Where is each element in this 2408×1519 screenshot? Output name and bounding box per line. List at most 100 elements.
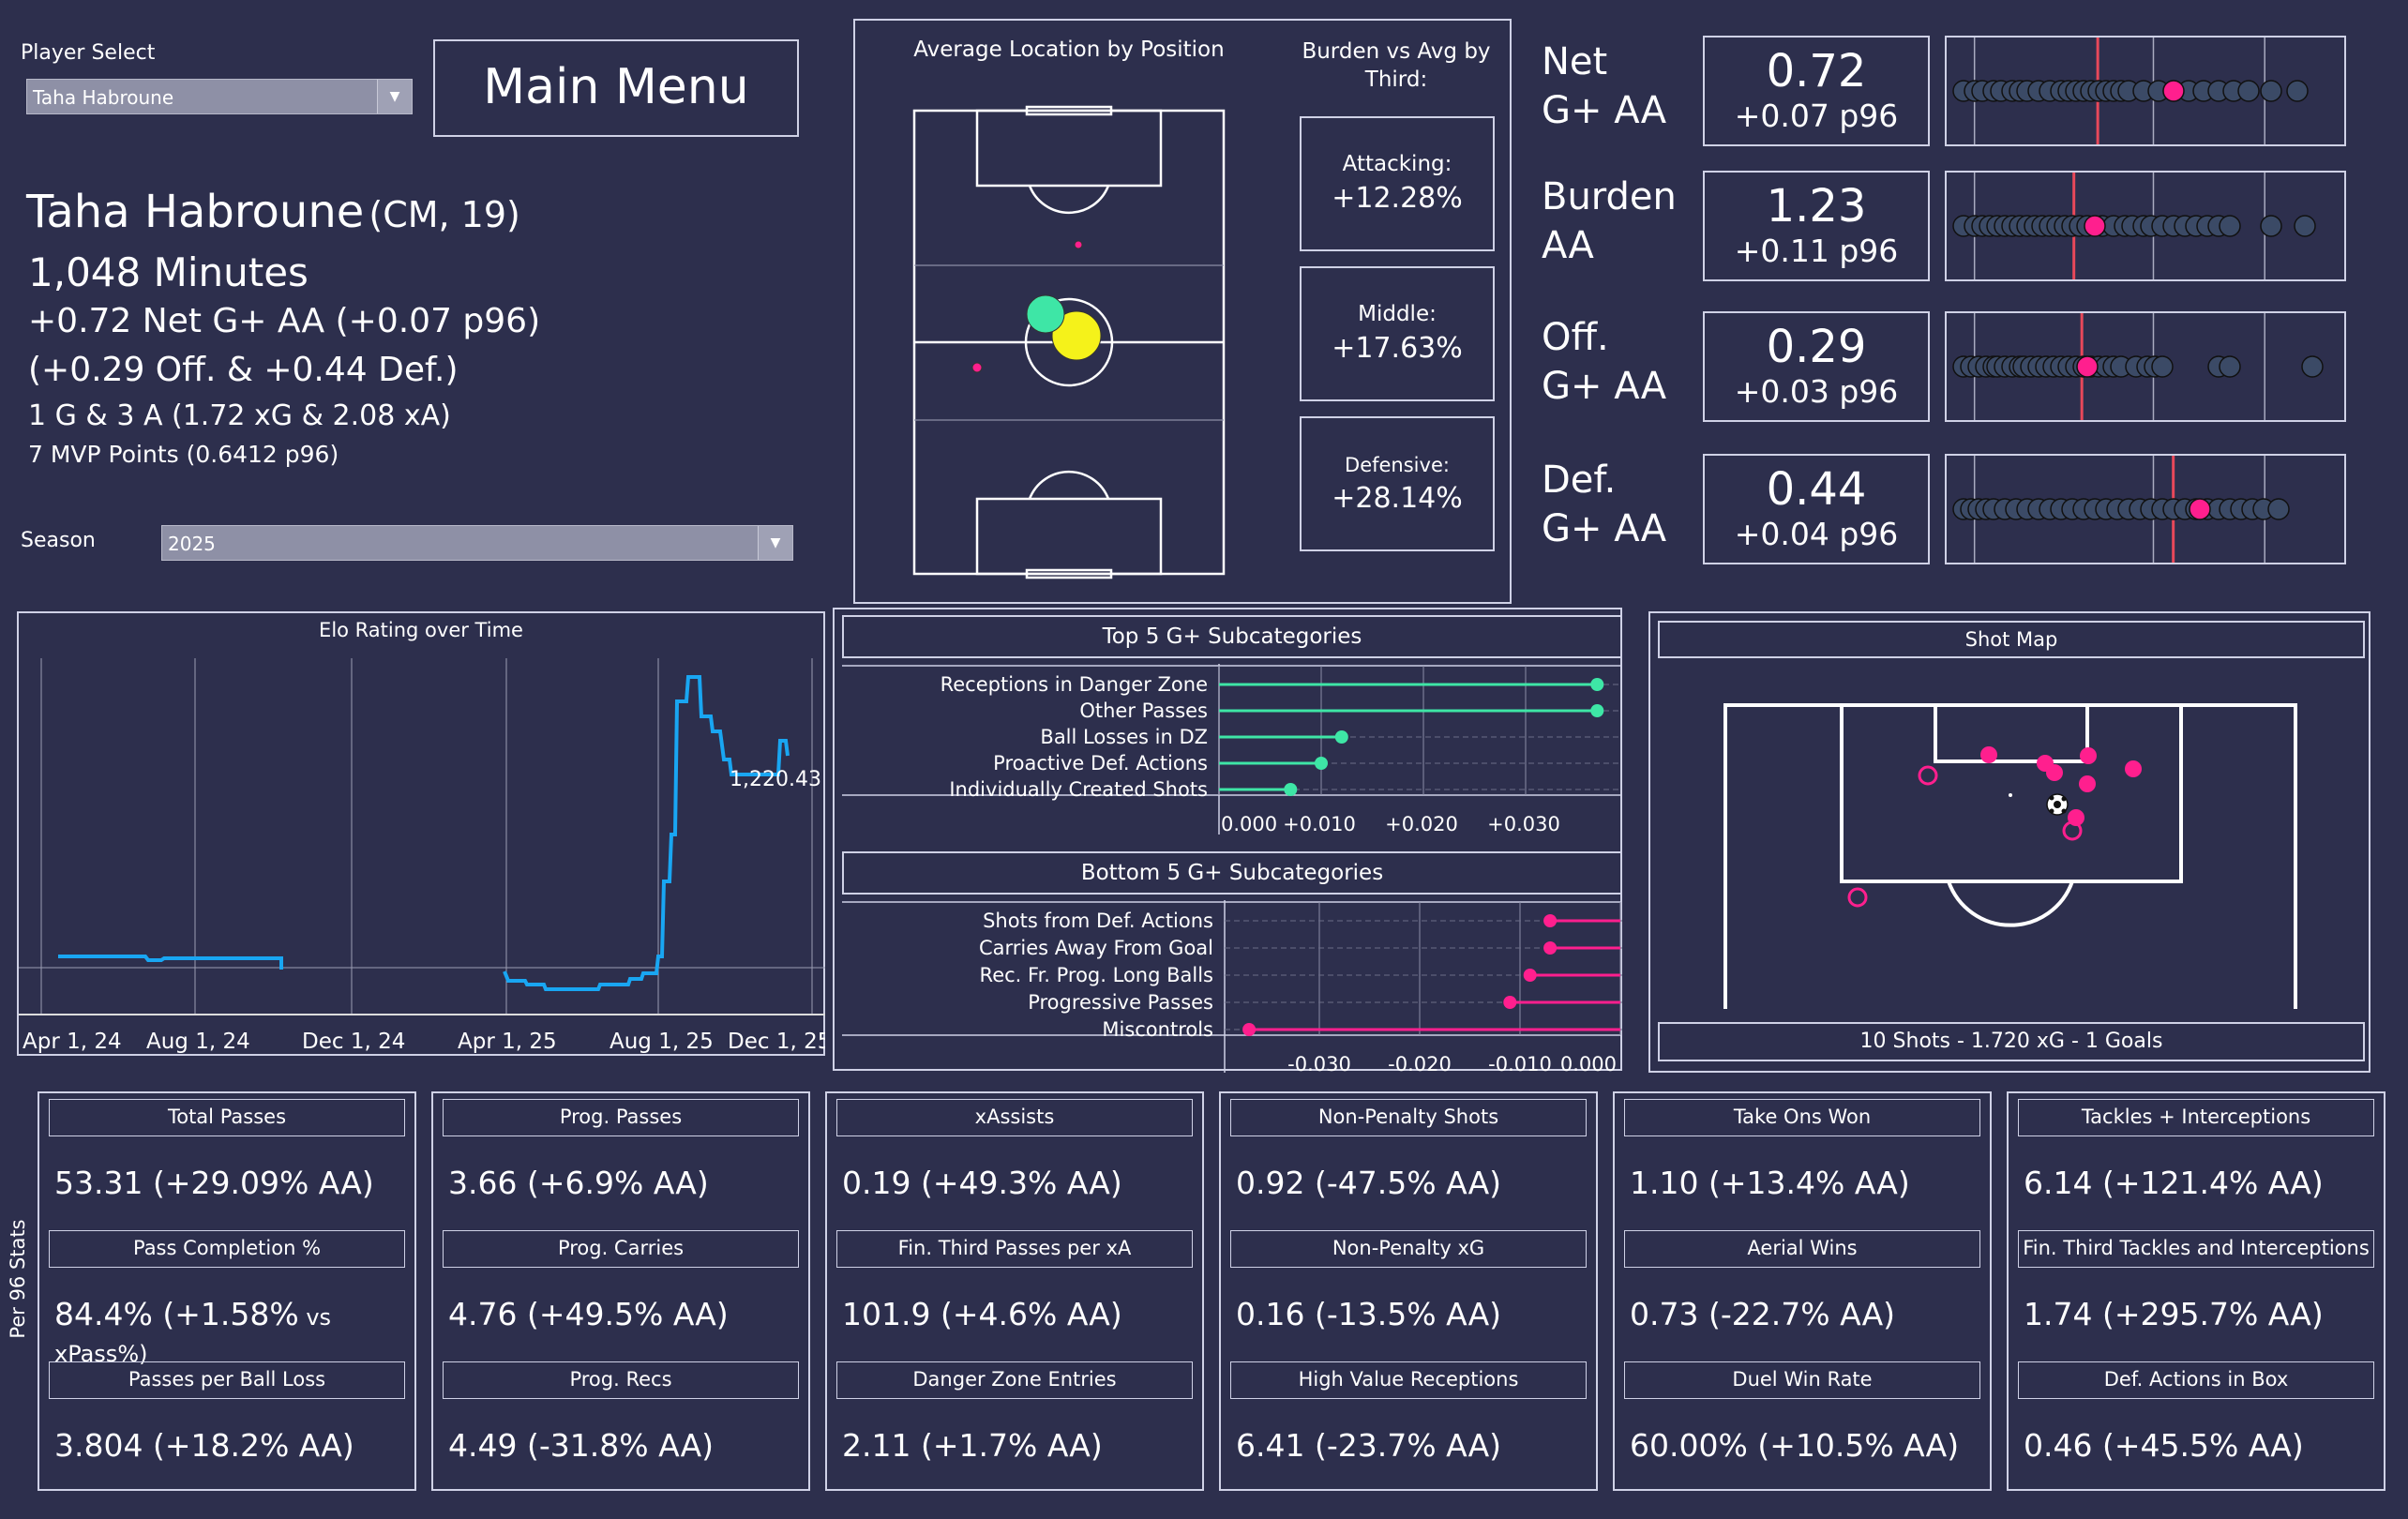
top5-tick: +0.010	[1283, 813, 1356, 835]
top5-title: Top 5 G+ Subcategories	[842, 615, 1622, 658]
shot-ring	[1918, 765, 1938, 786]
stat-value-text: 3.804 (+18.2% AA)	[54, 1427, 354, 1464]
stat-label: Tackles + Interceptions	[2018, 1099, 2374, 1136]
stat-value-text: 0.16 (-13.5% AA)	[1236, 1296, 1502, 1332]
player-minutes: 1,048 Minutes	[28, 249, 309, 295]
split-line: (+0.29 Off. & +0.44 Def.)	[28, 351, 459, 389]
stat-label: Aerial Wins	[1624, 1230, 1980, 1268]
shot-map	[1723, 703, 2297, 1009]
shot-map-footer: 10 Shots - 1.720 xG - 1 Goals	[1658, 1022, 2365, 1061]
top5-dot	[1590, 678, 1604, 691]
bottom-goal	[1025, 568, 1113, 579]
stat-card: Take Ons Won 1.10 (+13.4% AA) Aerial Wins 0…	[1613, 1091, 1992, 1491]
main-menu-button[interactable]: Main Menu	[433, 39, 799, 137]
stat-value: 3.66 (+6.9% AA)	[448, 1165, 709, 1201]
metric-label-line2: G+ AA	[1542, 507, 1667, 550]
subcategories-panel	[833, 608, 1622, 1071]
player-dot	[2219, 215, 2241, 237]
metric-label: Burden AA	[1542, 173, 1677, 270]
position-dot-fw	[1074, 240, 1083, 249]
stat-value-text: 0.46 (+45.5% AA)	[2024, 1427, 2304, 1464]
burden-middle-label: Middle:	[1358, 302, 1437, 326]
player-dot	[2267, 498, 2290, 520]
stat-value: 0.16 (-13.5% AA)	[1236, 1296, 1501, 1332]
metric-value-box: 0.72 +0.07 p96	[1703, 36, 1930, 146]
stat-card: Non-Penalty Shots 0.92 (-47.5% AA) Non-Pen…	[1219, 1091, 1598, 1491]
season-dropdown[interactable]: 2025 ▼	[161, 525, 793, 561]
bottom-arc	[1028, 470, 1110, 500]
elo-line-2024	[58, 955, 283, 970]
shots	[1980, 746, 2142, 826]
burden-defensive: Defensive: +28.14%	[1300, 416, 1495, 551]
stat-value-text: 101.9 (+4.6% AA)	[842, 1296, 1122, 1332]
stat-label: High Value Receptions	[1230, 1361, 1587, 1399]
elo-chart: 1,220.43 Apr 1, 24 Aug 1, 24 Dec 1, 24 Apr …	[19, 658, 825, 1054]
stat-value-text: 0.92 (-47.5% AA)	[1236, 1165, 1502, 1201]
stat-card: Total Passes 53.31 (+29.09% AA) Pass Compl…	[38, 1091, 416, 1491]
player-select-dropdown[interactable]: Taha Habroune ▼	[26, 79, 413, 114]
player-dot	[2219, 355, 2241, 378]
metric-label-line1: Off.	[1542, 316, 1609, 359]
stat-value: 0.46 (+45.5% AA)	[2024, 1427, 2304, 1464]
stat-label: Prog. Recs	[443, 1361, 799, 1399]
bottom5-dot	[1523, 969, 1537, 982]
stat-label: Fin. Third Passes per xA	[836, 1230, 1193, 1268]
stat-label: Prog. Carries	[443, 1230, 799, 1268]
top5-tick: 0.000	[1221, 813, 1277, 835]
metric-value: 0.44	[1766, 463, 1867, 516]
elo-line-2025	[503, 675, 790, 991]
stat-label: Def. Actions in Box	[2018, 1361, 2374, 1399]
stat-value-text: 0.73 (-22.7% AA)	[1630, 1296, 1896, 1332]
season-label: Season	[21, 529, 96, 552]
shot-map-title: Shot Map	[1658, 621, 2365, 658]
stat-value: 6.41 (-23.7% AA)	[1236, 1427, 1501, 1464]
metric-label: Def. G+ AA	[1542, 456, 1666, 553]
shot-dot	[2125, 760, 2142, 777]
stat-value-text: 60.00% (+10.5% AA)	[1630, 1427, 1960, 1464]
metric-label: Net G+ AA	[1542, 38, 1666, 135]
stat-value: 1.74 (+295.7% AA)	[2024, 1296, 2324, 1332]
metric-label-line1: Burden	[1542, 175, 1677, 218]
bottom5-dot	[1242, 1023, 1257, 1036]
stat-value-text: 6.41 (-23.7% AA)	[1236, 1427, 1502, 1464]
burden-attacking: Attacking: +12.28%	[1300, 116, 1495, 251]
position-dot-cm	[1051, 310, 1102, 361]
metric-distribution	[1945, 311, 2346, 422]
metric-p96: +0.04 p96	[1734, 516, 1899, 552]
season-value: 2025	[168, 533, 216, 555]
player-name-line: Taha Habroune (CM, 19)	[26, 186, 520, 238]
player-name: Taha Habroune	[26, 186, 365, 238]
stat-value: 0.92 (-47.5% AA)	[1236, 1165, 1501, 1201]
elo-xtick: Aug 1, 25	[610, 1030, 714, 1054]
bottom5-label: Progressive Passes	[1028, 991, 1213, 1014]
selected-player-dot	[2084, 215, 2106, 237]
player-dot	[2301, 355, 2324, 378]
player-pos-age: (CM, 19)	[369, 194, 520, 235]
top5-dot	[1590, 704, 1604, 717]
avg-location-title: Average Location by Position	[913, 38, 1225, 62]
shot-ring	[2062, 820, 2083, 841]
penalty-spot	[2009, 793, 2012, 797]
top5-dot	[1284, 783, 1298, 796]
position-dot-am	[1026, 294, 1065, 334]
stat-value-text: 84.4% (+1.58%	[54, 1296, 299, 1332]
metric-value: 1.23	[1766, 180, 1867, 233]
penalty-box	[1840, 703, 2183, 883]
stat-value-text: 4.76 (+49.5% AA)	[448, 1296, 729, 1332]
six-yard-box	[1934, 703, 2089, 763]
stat-label: Pass Completion %	[49, 1230, 405, 1268]
bottom5-label: Rec. Fr. Prog. Long Balls	[980, 964, 1213, 986]
bottom5-dot	[1543, 914, 1558, 927]
metric-p96: +0.03 p96	[1734, 373, 1899, 410]
stat-value: 4.49 (-31.8% AA)	[448, 1427, 714, 1464]
burden-middle: Middle: +17.63%	[1300, 266, 1495, 401]
pitch-half-outline	[1723, 703, 2297, 1009]
metric-distribution	[1945, 36, 2346, 146]
stat-value-text: 6.14 (+121.4% AA)	[2024, 1165, 2324, 1201]
player-select-label: Player Select	[21, 41, 156, 65]
stat-value-text: 2.11 (+1.7% AA)	[842, 1427, 1103, 1464]
shot-dot	[1980, 746, 1997, 763]
player-dot	[2260, 80, 2282, 102]
shot-dot	[2046, 764, 2063, 781]
stat-value: 4.76 (+49.5% AA)	[448, 1296, 729, 1332]
